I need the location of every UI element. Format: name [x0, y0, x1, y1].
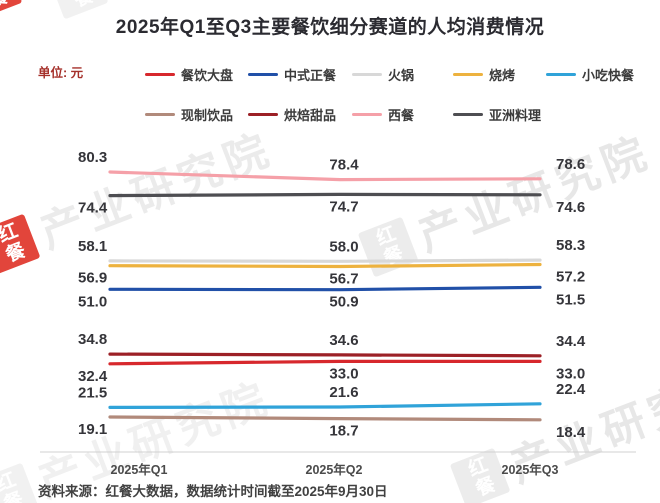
legend-swatch-icon [145, 72, 175, 76]
x-tick-label: 2025年Q2 [306, 462, 363, 477]
chart-legend: 餐饮大盘 中式正餐 火锅 烧烤 小吃快餐现制饮品 烘焙甜品 西餐 亚洲料理 [145, 66, 634, 146]
value-label-overall: 33.0 [556, 365, 585, 382]
legend-label: 火锅 [388, 67, 415, 83]
value-label-western: 78.4 [329, 157, 359, 174]
value-label-asian: 74.7 [329, 198, 358, 215]
value-label-hotpot: 58.1 [78, 238, 107, 255]
series-line-overall [108, 359, 542, 366]
value-label-overall: 33.0 [329, 365, 358, 382]
legend-label: 餐饮大盘 [181, 67, 234, 83]
value-label-snack-fastfood: 21.5 [78, 384, 107, 401]
legend-label: 西餐 [388, 107, 415, 123]
unit-label: 单位: 元 [38, 66, 84, 80]
legend-item-hotpot: 火锅 [352, 66, 453, 83]
legend-swatch-icon [248, 112, 278, 116]
legend-swatch-icon [248, 72, 278, 76]
legend-swatch-icon [352, 72, 382, 76]
source-note: 资料来源：红餐大数据，数据统计时间截至2025年9月30日 [38, 484, 388, 499]
value-label-western: 80.3 [78, 149, 107, 166]
value-label-bakery-dessert: 34.8 [78, 331, 107, 348]
legend-item-bakery-dessert: 烘焙甜品 [248, 106, 352, 123]
series-line-fresh-drinks [108, 415, 542, 422]
legend-item-chinese-dining: 中式正餐 [248, 66, 352, 83]
value-label-snack-fastfood: 22.4 [556, 381, 586, 398]
legend-label: 小吃快餐 [582, 67, 635, 83]
legend-swatch-icon [453, 112, 483, 116]
value-label-chinese-dining: 51.5 [556, 291, 585, 308]
value-label-bakery-dessert: 34.4 [556, 333, 586, 350]
value-label-fresh-drinks: 19.1 [78, 421, 107, 438]
value-label-bbq: 56.9 [78, 270, 107, 287]
series-line-asian [108, 192, 542, 198]
legend-item-fresh-drinks: 现制饮品 [145, 106, 248, 123]
legend-label: 烘焙甜品 [284, 107, 337, 123]
legend-swatch-icon [352, 112, 382, 116]
series-line-bakery-dessert [108, 352, 542, 358]
legend-swatch-icon [145, 112, 175, 116]
value-label-hotpot: 58.0 [329, 238, 358, 255]
legend-item-bbq: 烧烤 [453, 66, 546, 83]
legend-item-asian: 亚洲料理 [453, 106, 546, 123]
value-label-snack-fastfood: 21.6 [329, 384, 358, 401]
x-tick-label: 2025年Q1 [111, 462, 168, 477]
legend-label: 中式正餐 [284, 67, 337, 83]
value-label-chinese-dining: 50.9 [329, 294, 358, 311]
value-label-western: 78.6 [556, 156, 585, 173]
value-label-asian: 74.4 [78, 200, 108, 217]
legend-item-overall: 餐饮大盘 [145, 66, 248, 83]
legend-label: 亚洲料理 [489, 107, 542, 123]
legend-row: 餐饮大盘 中式正餐 火锅 烧烤 小吃快餐 [145, 66, 635, 83]
value-label-fresh-drinks: 18.7 [329, 423, 358, 440]
legend-item-western: 西餐 [352, 106, 453, 123]
page-title: 2025年Q1至Q3主要餐饮细分赛道的人均消费情况 [115, 17, 545, 38]
legend-swatch-icon [453, 72, 483, 76]
value-label-bakery-dessert: 34.6 [329, 332, 358, 349]
legend-item-snack-fastfood: 小吃快餐 [546, 66, 635, 83]
value-label-chinese-dining: 51.0 [78, 293, 107, 310]
series-line-bbq [108, 262, 542, 269]
value-label-bbq: 56.7 [329, 271, 358, 288]
series-line-chinese-dining [108, 285, 542, 292]
value-label-hotpot: 58.3 [556, 237, 585, 254]
value-label-fresh-drinks: 18.4 [556, 424, 586, 441]
x-tick-label: 2025年Q3 [502, 462, 559, 477]
legend-label: 烧烤 [489, 67, 516, 83]
series-line-snack-fastfood [108, 402, 542, 409]
value-label-bbq: 57.2 [556, 269, 585, 286]
value-label-asian: 74.6 [556, 199, 585, 216]
series-line-hotpot [108, 258, 542, 263]
legend-label: 现制饮品 [181, 107, 234, 123]
legend-row: 现制饮品 烘焙甜品 西餐 亚洲料理 [145, 106, 634, 123]
value-label-overall: 32.4 [78, 368, 108, 385]
series-line-western [108, 170, 542, 182]
legend-swatch-icon [546, 72, 576, 76]
